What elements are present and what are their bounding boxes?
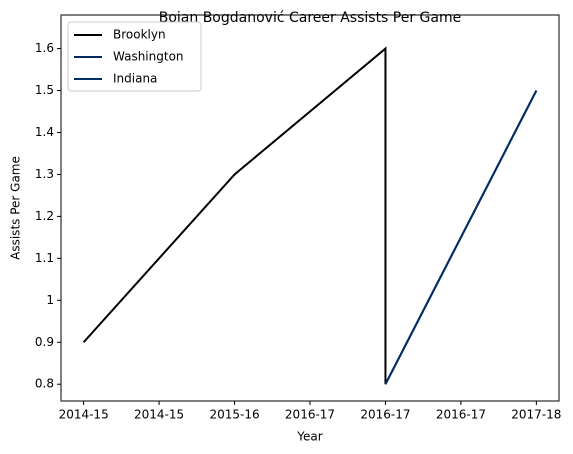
y-tick-label: 1 xyxy=(46,293,54,307)
legend-label: Washington xyxy=(113,50,184,64)
x-tick-label: 2017-18 xyxy=(511,408,561,422)
x-tick-label: 2016-17 xyxy=(285,408,335,422)
legend-label: Indiana xyxy=(113,72,157,86)
x-tick-label: 2014-15 xyxy=(134,408,184,422)
y-tick-label: 1.1 xyxy=(35,251,54,265)
y-tick-label: 0.8 xyxy=(35,377,54,391)
x-tick-label: 2015-16 xyxy=(209,408,259,422)
y-axis-label: Assists Per Game xyxy=(9,156,23,260)
y-tick-label: 1.3 xyxy=(35,167,54,181)
plot-frame xyxy=(60,14,560,402)
x-tick-label: 2014-15 xyxy=(59,408,109,422)
y-tick-label: 1.4 xyxy=(35,125,54,139)
chart-title: Bojan Bogdanović Career Assists Per Game xyxy=(159,10,462,26)
line xyxy=(384,90,538,385)
x-tick-label: 2016-17 xyxy=(360,408,410,422)
x-tick-label: 2016-17 xyxy=(436,408,486,422)
legend-label: Brooklyn xyxy=(113,28,166,42)
y-tick-label: 1.6 xyxy=(35,41,54,55)
line xyxy=(82,46,387,385)
y-tick-label: 1.5 xyxy=(35,83,54,97)
y-tick-label: 1.2 xyxy=(35,209,54,223)
y-tick-label: 0.9 xyxy=(35,335,54,349)
legend-box xyxy=(67,21,202,92)
x-axis-label: Year xyxy=(296,430,322,444)
